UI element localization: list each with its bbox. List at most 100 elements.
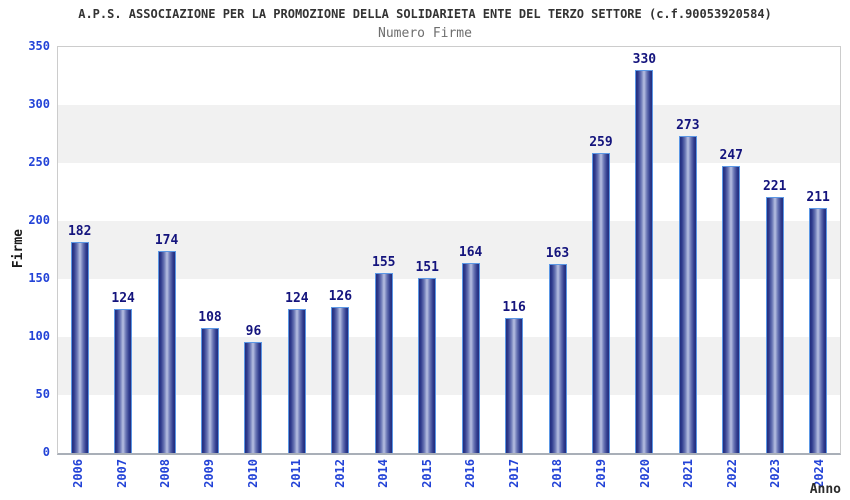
- x-tick-label: 2021: [681, 459, 696, 488]
- x-tick-slot: 2014: [362, 459, 406, 488]
- x-axis-ticks: 2006 2007 2008 2009 2010 2011 2012 2014 2015 2016…: [57, 459, 841, 500]
- x-tick-slot: 2006: [57, 459, 101, 488]
- bar-slot: 174: [145, 47, 188, 453]
- bar-2015: [418, 277, 437, 453]
- bar-value-label: 151: [415, 259, 439, 275]
- x-tick-label: 2018: [550, 459, 565, 488]
- chart-subtitle: Numero Firme: [378, 26, 472, 41]
- y-tick-label: 350: [28, 39, 50, 53]
- bar-2014: [374, 273, 393, 453]
- bar-2011: [287, 309, 306, 453]
- bar-value-label: 164: [458, 244, 483, 260]
- bar-slot: 96: [232, 47, 275, 453]
- bar-slot: 273: [666, 47, 709, 453]
- bar-2020: [635, 70, 654, 453]
- x-tick-label: 2006: [71, 459, 86, 488]
- y-tick-label: 300: [28, 97, 50, 111]
- bar-value-label: 126: [328, 288, 353, 304]
- x-tick-slot: 2010: [231, 459, 275, 488]
- bar-slot: 116: [492, 47, 535, 453]
- bar-slot: 259: [579, 47, 622, 453]
- x-axis-label: Anno: [809, 482, 841, 497]
- bar-2021: [678, 136, 697, 453]
- bar-value-label: 96: [245, 323, 262, 339]
- x-tick-label: 2019: [594, 459, 609, 488]
- bar-value-label: 221: [762, 178, 787, 194]
- bar-value-label: 124: [285, 291, 309, 307]
- bar-slot: 163: [536, 47, 579, 453]
- x-tick-slot: 2008: [144, 459, 188, 488]
- x-tick-label: 2014: [376, 459, 391, 488]
- bar-value-label: 273: [676, 118, 700, 134]
- bar-2008: [157, 251, 176, 453]
- bar-value-label: 330: [632, 52, 657, 68]
- x-tick-slot: 2011: [275, 459, 319, 488]
- y-tick-label: 100: [28, 329, 50, 343]
- bar-2023: [765, 196, 784, 453]
- x-tick-label: 2016: [463, 459, 478, 488]
- x-tick-label: 2010: [245, 459, 260, 488]
- bar-value-label: 108: [198, 309, 222, 325]
- y-tick-label: 200: [28, 213, 50, 227]
- bar-slot: 124: [275, 47, 318, 453]
- y-axis-ticks: 350 300 250 200 150 100 50 0: [0, 40, 50, 459]
- x-tick-label: 2011: [289, 459, 304, 488]
- bar-value-label: 124: [111, 291, 135, 307]
- bar-2022: [722, 166, 741, 453]
- bar-slot: 182: [58, 47, 101, 453]
- x-tick-label: 2009: [201, 459, 216, 488]
- bar-value-label: 259: [589, 134, 613, 150]
- bar-2018: [548, 263, 567, 453]
- bar-slot: 126: [319, 47, 362, 453]
- y-tick-label: 250: [28, 155, 50, 169]
- bar-value-label: 211: [806, 190, 830, 206]
- bar-2010: [244, 341, 263, 453]
- bar-slot: 221: [753, 47, 796, 453]
- bar-2017: [505, 318, 524, 453]
- bar-value-label: 182: [67, 223, 92, 239]
- y-tick-label: 50: [35, 387, 50, 401]
- x-tick-slot: 2022: [710, 459, 754, 488]
- bar-value-label: 247: [719, 148, 744, 164]
- x-tick-label: 2017: [506, 459, 521, 488]
- x-tick-slot: 2007: [101, 459, 145, 488]
- bar-2019: [591, 152, 610, 453]
- x-tick-label: 2022: [724, 459, 739, 488]
- bar-2012: [331, 306, 350, 453]
- x-tick-label: 2008: [158, 459, 173, 488]
- x-tick-label: 2007: [114, 459, 129, 488]
- x-tick-slot: 2023: [754, 459, 798, 488]
- bar-value-label: 174: [154, 233, 179, 249]
- bar-2016: [461, 262, 480, 453]
- x-tick-slot: 2017: [493, 459, 537, 488]
- x-tick-label: 2012: [332, 459, 347, 488]
- plot-area: 182 124 174 108 96 124 126 155 151 164 116 163 259 33…: [57, 46, 841, 455]
- chart-title: A.P.S. ASSOCIAZIONE PER LA PROMOZIONE DE…: [78, 7, 772, 21]
- bar-value-label: 116: [502, 300, 526, 316]
- bar-slot: 330: [623, 47, 666, 453]
- x-tick-slot: 2019: [580, 459, 624, 488]
- bar-slot: 124: [101, 47, 144, 453]
- x-tick-label: 2020: [637, 459, 652, 488]
- bar-slot: 151: [406, 47, 449, 453]
- x-tick-slot: 2012: [318, 459, 362, 488]
- x-tick-slot: 2020: [623, 459, 667, 488]
- x-tick-slot: 2016: [449, 459, 493, 488]
- bar-2009: [201, 327, 220, 453]
- bar-2007: [114, 309, 133, 453]
- x-tick-label: 2023: [768, 459, 783, 488]
- bar-2024: [809, 208, 828, 453]
- x-tick-label: 2015: [419, 459, 434, 488]
- x-tick-slot: 2009: [188, 459, 232, 488]
- x-tick-slot: 2018: [536, 459, 580, 488]
- bar-slot: 155: [362, 47, 405, 453]
- bar-slot: 211: [796, 47, 839, 453]
- bar-slot: 164: [449, 47, 492, 453]
- x-tick-slot: 2021: [667, 459, 711, 488]
- bar-slot: 247: [710, 47, 753, 453]
- y-tick-label: 0: [42, 445, 50, 459]
- bar-2006: [70, 241, 89, 453]
- x-tick-slot: 2015: [406, 459, 450, 488]
- bar-slot: 108: [188, 47, 231, 453]
